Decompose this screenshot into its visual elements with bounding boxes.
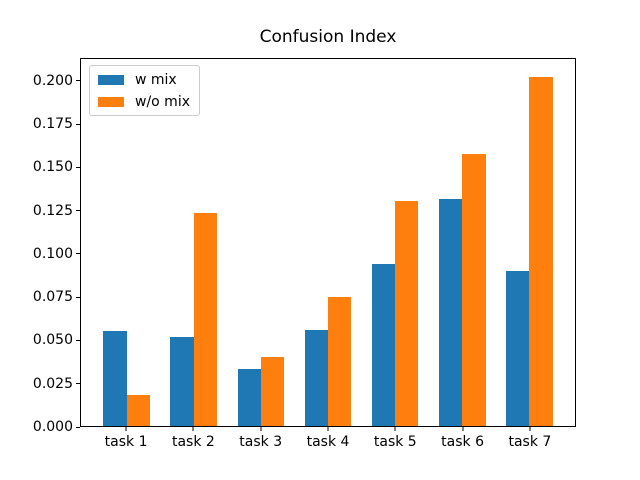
y-tick-label: 0.050 [32,332,73,349]
x-tick-mark [260,427,262,431]
bars-layer [81,59,575,426]
chart-title: Confusion Index [259,27,397,47]
y-axis-tick-labels: 0.000 0.025 0.050 0.075 0.100 0.125 0.150 0.175… [0,58,73,435]
bar-w-o-mix-task-5 [395,200,419,426]
x-tick-mark [327,427,329,431]
legend-entry-w-mix: w mix [98,71,190,88]
legend-swatch-w-mix [98,74,124,85]
y-tick-label: 0.150 [32,159,73,176]
y-tick-label: 0.075 [32,289,73,306]
y-tick-label: 0.100 [32,245,73,262]
x-tick-label-task-5: task 5 [373,434,417,450]
y-tick-mark [76,383,80,385]
x-tick-mark [394,427,396,431]
x-tick-mark [192,427,194,431]
y-tick-label: 0.125 [32,202,73,219]
bar-w-mix-task-2 [170,336,194,426]
x-tick-label-task-3: task 3 [239,434,283,450]
y-tick-mark [76,426,80,428]
bar-w-mix-task-7 [505,271,530,426]
y-tick-label: 0.025 [32,375,73,392]
y-tick-mark [76,166,80,168]
bar-w-mix-task-5 [371,264,396,426]
y-tick-label: 0.200 [32,72,73,89]
bar-w-o-mix-task-2 [193,212,218,426]
y-tick-label: 0.000 [32,419,73,435]
bar-w-o-mix-task-1 [126,395,151,426]
x-tick-label-task-1: task 1 [104,434,148,450]
bar-w-o-mix-task-4 [328,296,352,426]
legend: w mix w/o mix [89,65,200,116]
x-tick-label-task-6: task 6 [441,434,485,450]
legend-label-w-mix: w mix [135,71,177,88]
x-tick-mark [462,427,464,431]
x-tick-mark [125,427,127,431]
legend-swatch-w-o-mix [98,96,124,107]
bar-w-o-mix-task-3 [260,357,285,426]
x-tick-mark [529,427,531,431]
y-tick-mark [76,253,80,255]
y-tick-mark [76,123,80,125]
y-tick-label: 0.175 [32,116,73,133]
bar-w-o-mix-task-6 [462,154,486,426]
bar-w-mix-task-4 [304,329,328,426]
y-tick-mark [76,339,80,341]
x-axis-tick-labels: task 1 task 2 task 3 task 4 task 5 task 6 task… [80,427,576,457]
y-tick-mark [76,210,80,212]
legend-entry-w-o-mix: w/o mix [98,93,190,110]
x-tick-label-task-7: task 7 [508,434,552,450]
bar-w-o-mix-task-7 [529,76,553,426]
y-tick-mark [76,296,80,298]
y-tick-mark [76,80,80,82]
legend-label-w-o-mix: w/o mix [135,93,190,110]
bar-w-mix-task-6 [438,198,463,426]
x-tick-label-task-4: task 4 [306,434,350,450]
bar-w-mix-task-3 [237,369,261,426]
y-axis-tick-marks [76,58,80,428]
plot-area: w mix w/o mix [80,58,576,427]
x-tick-label-task-2: task 2 [171,434,215,450]
bar-w-mix-task-1 [103,331,127,426]
